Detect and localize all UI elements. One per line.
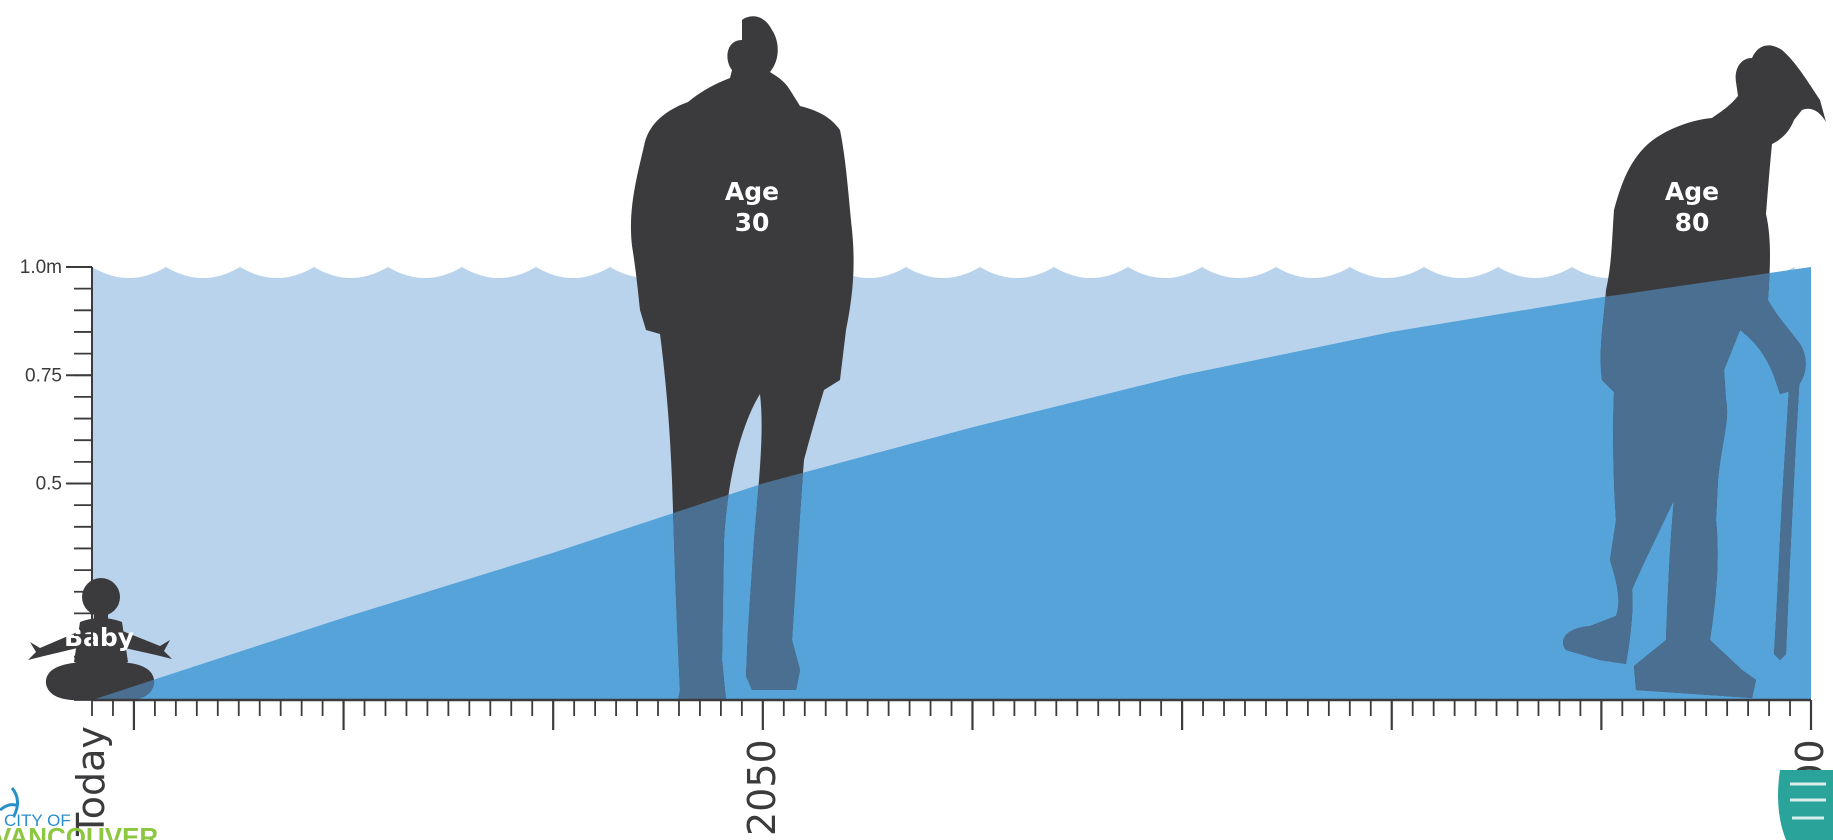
- elder-submerged: [1563, 267, 1811, 698]
- age-label: Age 80: [1665, 177, 1719, 237]
- y-tick-label: 0.5: [36, 474, 62, 495]
- chart-axes: 1.0m0.750.5Today20502100: [20, 257, 1832, 837]
- age-label: Baby: [64, 623, 134, 652]
- sea-level-rise-area: [92, 267, 1811, 700]
- logo-line1: CITY OF: [4, 811, 71, 830]
- y-tick-label: 0.75: [25, 365, 62, 386]
- x-tick-label: 2050: [740, 739, 784, 836]
- logo-line2: VANCOUVER: [0, 822, 158, 840]
- age-label: Age 30: [725, 177, 779, 237]
- y-tick-label: 1.0m: [20, 257, 62, 278]
- city-of-vancouver-logo: CITY OF VANCOUVER: [0, 787, 158, 840]
- age-labels: Baby Age 30 Age 80: [64, 177, 1719, 652]
- x-tick-label: Today: [69, 726, 113, 837]
- city-crest-icon: [1778, 770, 1833, 840]
